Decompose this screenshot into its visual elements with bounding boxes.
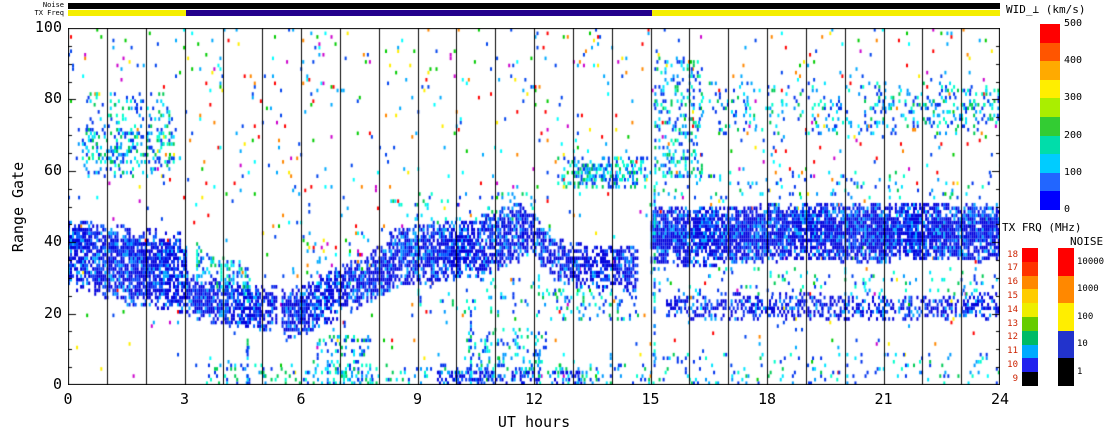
txfrq-scale-label-17: 17	[1007, 263, 1018, 274]
tx-bar-segment	[1022, 330, 1038, 345]
x-tick-label-6: 6	[296, 390, 306, 408]
tx-bar-segment	[1022, 289, 1038, 304]
tx-bar-segment	[1022, 248, 1038, 262]
tx-bar-segment	[1022, 275, 1038, 290]
y-tick-label-100: 100	[34, 18, 62, 36]
wid-bar-segment	[1040, 135, 1060, 155]
txfrq-scale-label-16: 16	[1007, 277, 1018, 288]
txfrq-scale-label-15: 15	[1007, 290, 1018, 301]
x-axis-title: UT hours	[497, 413, 571, 431]
tx-bar-segment	[1022, 316, 1038, 331]
y-tick-label-20: 20	[43, 303, 62, 322]
wid-bar-segment	[1040, 98, 1060, 117]
noise-bar-segment	[1058, 303, 1074, 331]
txfreq-strip-label: TX Freq	[34, 9, 64, 17]
x-tick-label-0: 0	[63, 390, 73, 408]
wid-bar-segment	[1040, 154, 1060, 173]
y-tick-label-40: 40	[43, 232, 62, 251]
x-tick-label-9: 9	[412, 390, 423, 408]
plot-canvas	[68, 28, 1000, 385]
txfrq-scale-label-10: 10	[1007, 359, 1018, 370]
tx-bar-segment	[1022, 344, 1038, 359]
noise-scale-label-10000: 10000	[1077, 256, 1105, 267]
tx-bar-segment	[1022, 358, 1038, 373]
tx-bar-segment	[1022, 261, 1038, 276]
txfrq-scale-label-13: 13	[1007, 318, 1018, 329]
wid-scale-label-100: 100	[1064, 166, 1083, 178]
wid-scale-label-400: 400	[1064, 55, 1083, 67]
noise-colorbar-title: NOISE	[1070, 235, 1104, 248]
noise-scale-label-1000: 1000	[1077, 284, 1099, 295]
x-tick-label-15: 15	[641, 390, 660, 408]
wid-scale-label-0: 0	[1064, 204, 1071, 215]
wid-scale-label-300: 300	[1064, 92, 1083, 104]
wid-scale-label-200: 200	[1064, 129, 1083, 141]
wid-bar-segment	[1040, 191, 1060, 210]
wid-bar-segment	[1040, 42, 1060, 62]
noise-colorbar	[1058, 248, 1074, 386]
wid-colorbar-title: WID_⊥ (km/s)	[1006, 3, 1086, 16]
wid-bar-segment	[1040, 116, 1060, 136]
wid-bar-segment	[1040, 79, 1060, 99]
tx-strip-segment	[652, 10, 1000, 16]
noise-bar-segment	[1058, 248, 1074, 276]
noise-strip	[68, 3, 1000, 9]
txfrq-colorbar-title: TX FRQ (MHz)	[1002, 221, 1082, 234]
noise-bar-segment	[1058, 330, 1074, 359]
noise-scale-label-100: 100	[1077, 311, 1094, 322]
wid-colorbar	[1040, 24, 1060, 210]
txfrq-colorbar	[1022, 248, 1038, 386]
wid-bar-segment	[1040, 172, 1060, 192]
x-tick-label-12: 12	[524, 390, 544, 408]
y-tick-label-60: 60	[43, 160, 62, 179]
noise-scale-label-10: 10	[1077, 339, 1088, 350]
x-tick-label-18: 18	[757, 390, 777, 408]
noise-strip-segment	[68, 3, 1000, 9]
tx-bar-segment	[1022, 372, 1038, 386]
noise-strip-label: Noise	[42, 1, 64, 9]
wid-bar-segment	[1040, 24, 1060, 43]
txfreq-strip	[68, 10, 1000, 16]
txfrq-scale-label-12: 12	[1007, 332, 1018, 343]
txfrq-scale-label-11: 11	[1007, 346, 1018, 357]
noise-bar-segment	[1058, 275, 1074, 304]
wid-scale-label-500: 500	[1064, 18, 1083, 29]
txfrq-scale-label-9: 9	[1012, 373, 1018, 384]
noise-bar-segment	[1058, 358, 1074, 386]
x-tick-label-24: 24	[990, 390, 1010, 408]
x-tick-label-3: 3	[179, 390, 190, 408]
y-axis-title: Range Gate	[9, 161, 27, 253]
wid-bar-segment	[1040, 61, 1060, 80]
x-tick-label-21: 21	[874, 390, 893, 408]
tx-strip-segment	[186, 10, 653, 16]
y-tick-label-0: 0	[52, 375, 62, 393]
txfrq-scale-label-18: 18	[1007, 249, 1018, 260]
y-tick-label-80: 80	[43, 89, 62, 108]
noise-scale-label-1: 1	[1077, 366, 1083, 377]
txfrq-scale-label-14: 14	[1007, 304, 1018, 315]
tx-strip-segment	[68, 10, 187, 16]
tx-bar-segment	[1022, 303, 1038, 317]
